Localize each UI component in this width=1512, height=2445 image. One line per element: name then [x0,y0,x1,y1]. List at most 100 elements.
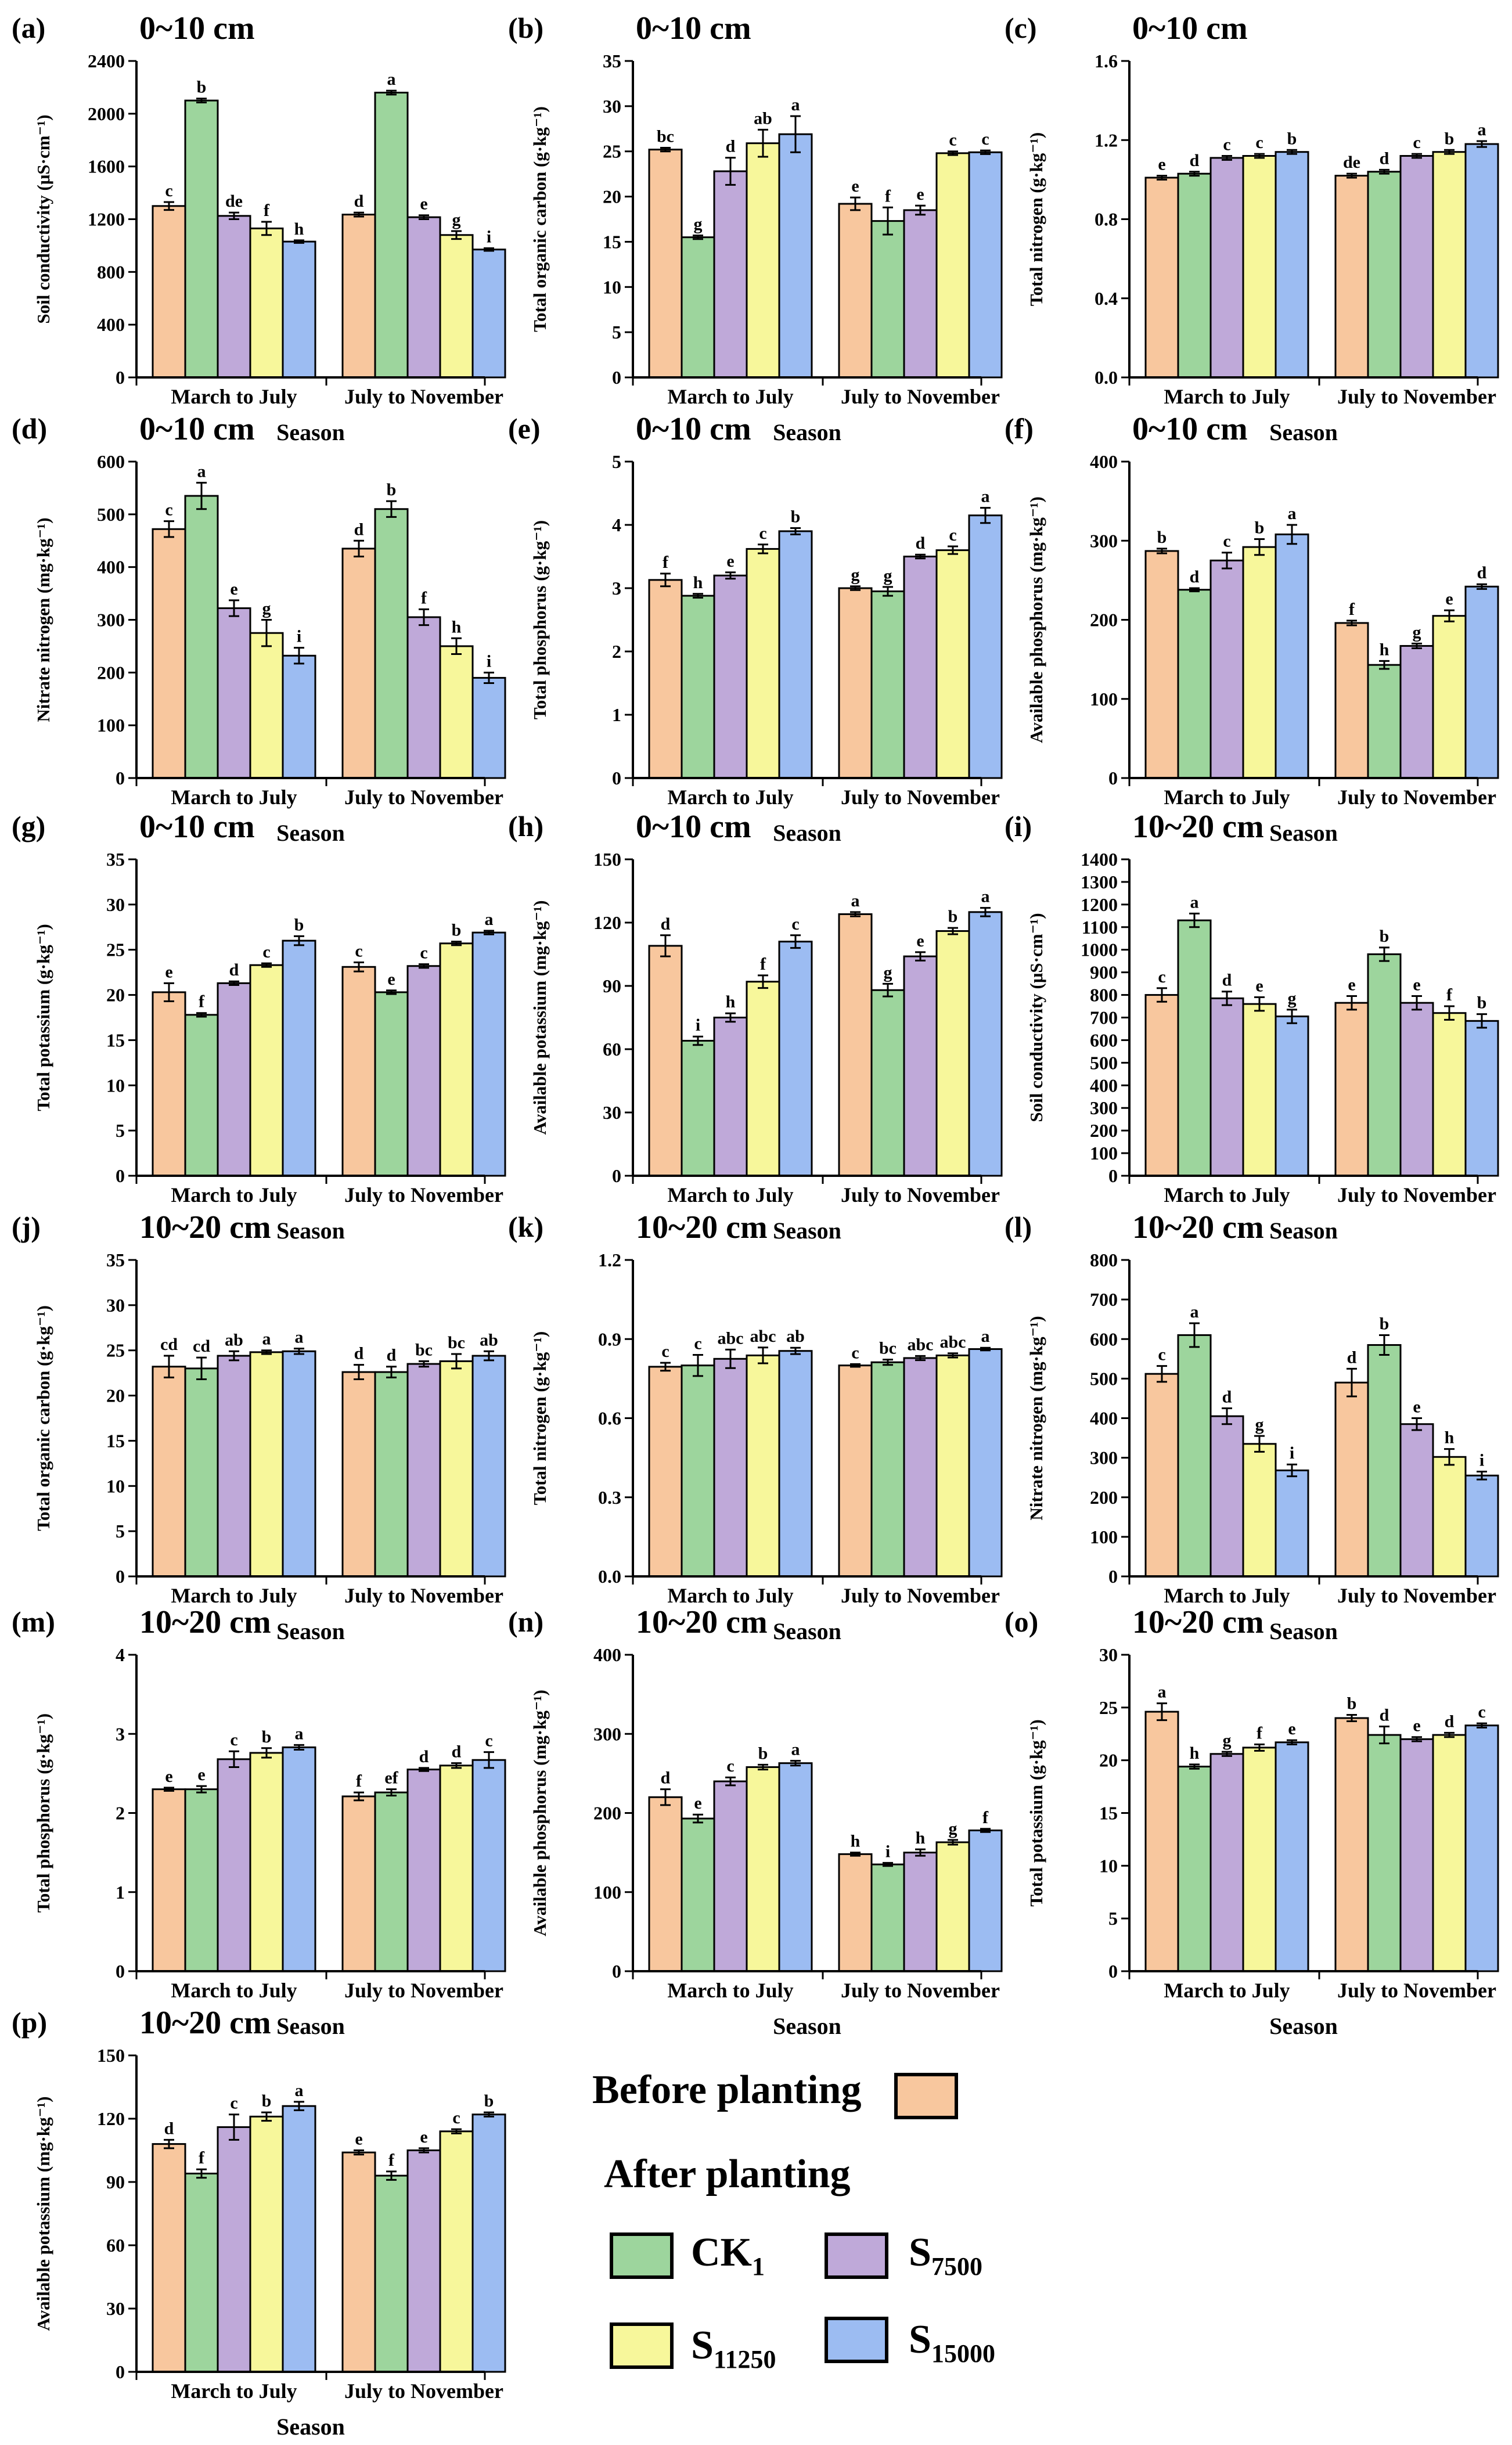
y-tick-label: 2400 [88,51,125,71]
significance-letter: ef [384,1769,398,1788]
significance-letter: h [693,573,703,592]
bar [439,942,474,1177]
significance-letter: c [355,942,362,961]
x-tick-label: July to November [841,1584,1000,1607]
panel-o: a h g f e b d e d c 0 5 10 15 20 25 30 March to July July … [1005,1604,1499,2039]
legend-swatch-s15000 [825,2317,888,2363]
bar [1367,1344,1402,1578]
y-tick-label: 60 [603,1039,621,1060]
y-tick-label: 2000 [88,103,125,124]
x-axis-title: Season [1269,419,1338,445]
significance-letter: a [1478,120,1486,139]
significance-letter: h [1445,1428,1455,1447]
x-tick-label: July to November [344,1183,503,1207]
y-tick-label: 300 [1090,1447,1118,1468]
depth-label: 10~20 cm [1132,1209,1264,1245]
significance-letter: e [916,931,924,950]
significance-letter: c [262,942,270,962]
significance-letter: e [1288,1719,1295,1738]
y-tick-label: 120 [97,2108,125,2129]
x-tick-label: July to November [344,385,503,408]
significance-letter: c [452,2108,460,2127]
bar [648,149,683,379]
y-axis-title: Total nitrogen (g·kg⁻¹) [530,1331,550,1506]
bar [1334,1381,1369,1578]
bar [1275,1741,1309,1972]
y-tick-label: 10 [1099,1855,1118,1876]
legend-ck1-label: CK1 [691,2230,765,2281]
y-tick-label: 500 [1090,1368,1118,1389]
significance-letter: h [851,1832,861,1851]
y-tick-label: 25 [603,141,621,162]
x-axis-title: Season [276,2013,345,2039]
y-tick-label: 0 [612,1165,621,1186]
y-tick-label: 3 [612,578,621,599]
x-tick-label: March to July [1164,385,1290,408]
bar [1177,1766,1212,1972]
bar [681,1039,715,1177]
bar [838,1364,873,1578]
x-tick-label: July to November [1337,1979,1496,2002]
bar [341,2151,376,2373]
significance-letter: d [387,1346,397,1365]
panel-label: (k) [508,1211,543,1243]
significance-letter: h [1380,640,1389,659]
significance-letter: g [694,215,703,234]
y-tick-label: 100 [593,1882,621,1903]
x-tick-label: March to July [667,1183,793,1207]
significance-letter: ab [786,1327,805,1346]
bar [1464,1724,1499,1972]
bar [217,1355,251,1578]
bar [471,1355,506,1578]
y-tick-label: 30 [603,96,621,117]
y-tick-label: 600 [97,451,125,472]
significance-letter: d [1222,971,1232,990]
significance-letter: e [1158,155,1165,174]
x-axis-title: Season [276,2414,345,2440]
x-axis-title: Season [1269,2013,1338,2039]
bar [249,2115,284,2373]
significance-letter: bc [657,127,674,146]
bar [1275,533,1309,779]
significance-letter: c [694,1334,701,1353]
panel-l: c a d g i d b e h i 0 100 200 300 400 500 600 700 800 March… [1005,1209,1499,1644]
significance-letter: c [1223,135,1230,154]
bar [406,616,441,779]
significance-letter: c [851,1343,859,1362]
bar [1209,997,1244,1177]
significance-letter: e [387,970,395,989]
y-tick-label: 0 [116,1566,125,1587]
x-tick-label: March to July [1164,1183,1290,1207]
significance-letter: f [1349,600,1355,619]
bar [935,1841,970,1972]
y-tick-label: 500 [1090,1052,1118,1073]
bar [282,1746,316,1972]
bar [1367,664,1402,779]
y-tick-label: 200 [97,662,125,683]
significance-letter: ab [225,1330,243,1349]
x-tick-label: July to November [841,385,1000,408]
significance-letter: e [851,177,859,196]
bar [1209,1415,1244,1578]
bar [217,607,251,779]
bar [1144,1711,1179,1972]
bar [681,595,715,779]
significance-letter: c [165,500,172,520]
significance-letter: c [1255,133,1263,152]
significance-letter: c [981,129,989,149]
y-tick-label: 0 [612,768,621,788]
significance-letter: d [726,137,736,156]
significance-letter: e [230,579,237,599]
depth-label: 10~20 cm [139,2005,271,2041]
y-tick-label: 800 [97,261,125,282]
legend-s7500-main: S [909,2230,931,2275]
y-tick-label: 0 [612,1961,621,1982]
significance-letter: c [420,944,427,963]
x-tick-label: July to November [1337,385,1496,408]
bar [184,2172,219,2373]
significance-letter: f [199,992,205,1011]
legend-swatch-s11250 [610,2322,674,2369]
significance-letter: g [1288,989,1297,1008]
significance-letter: f [760,955,766,974]
